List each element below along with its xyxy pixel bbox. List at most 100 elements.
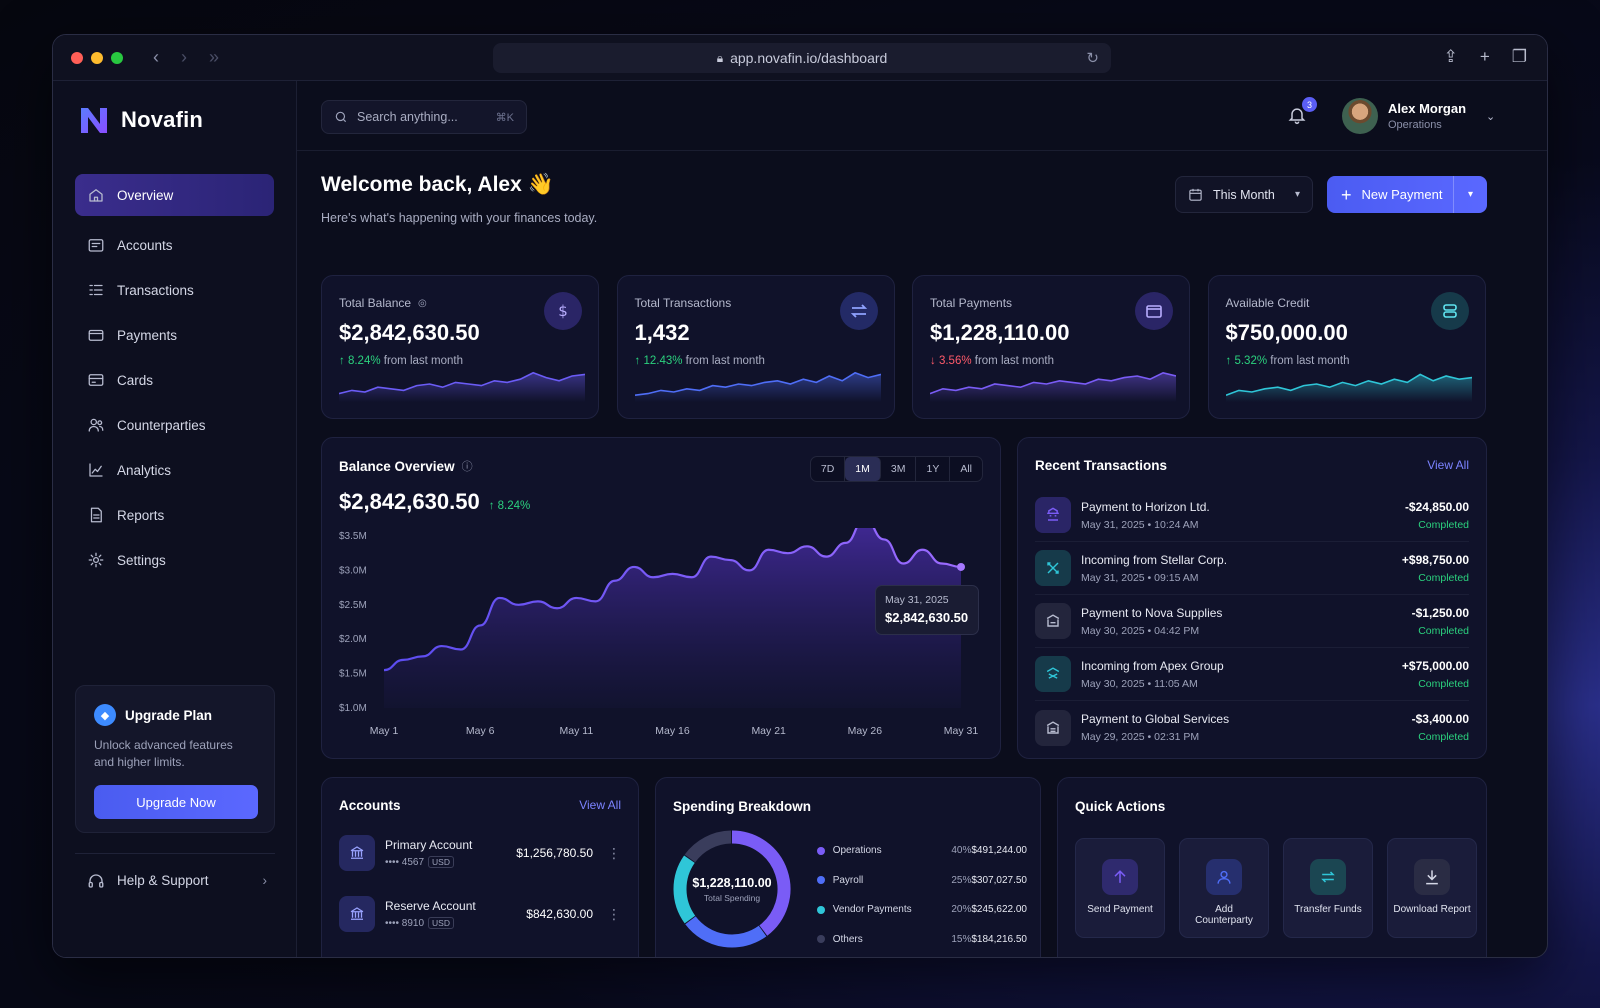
donut-slice-operations[interactable] (731, 830, 791, 936)
view-all-transactions-link[interactable]: View All (1427, 458, 1469, 472)
user-menu[interactable]: Alex Morgan Operations ⌄ (1342, 98, 1495, 134)
donut-slice-vendor-payments[interactable] (673, 855, 696, 924)
sidebar-item-label: Transactions (117, 282, 194, 298)
sidebar-item-transactions[interactable]: Transactions (75, 269, 274, 311)
data-point[interactable] (957, 562, 965, 571)
calendar-icon (1188, 187, 1203, 202)
maximize-window-button[interactable] (111, 51, 123, 64)
transaction-date: May 29, 2025 • 02:31 PM (1081, 731, 1200, 743)
sidebar-item-counterparties[interactable]: Counterparties (75, 404, 274, 446)
legend-pct: 20% (951, 904, 972, 916)
quick-action-send-payment[interactable]: Send Payment (1075, 838, 1165, 938)
balance-overview-card: Balance Overview ⓘ 7D 1M 3M 1Y All $2,842,63… (321, 437, 1001, 759)
address-bar[interactable]: 🔒︎ app.novafin.io/dashboard ↻ (493, 43, 1111, 73)
donut-slice-payroll[interactable] (685, 916, 767, 948)
stat-label: Total Balance (339, 296, 412, 310)
sidebar-item-analytics[interactable]: Analytics (75, 449, 274, 491)
legend-amount: $307,027.50 (971, 874, 1027, 886)
stat-label: Total Payments (930, 296, 1013, 310)
stat-card-total-transactions[interactable]: Total Transactions 1,432 ↑ 12.43% from l… (616, 275, 895, 419)
x-tick-label: May 11 (560, 725, 594, 737)
transaction-row[interactable]: Payment to Global Services May 29, 2025 … (1035, 701, 1469, 754)
welcome-header: Welcome back, Alex 👋 Here's what's happe… (321, 173, 597, 225)
credit-icon (1430, 292, 1469, 330)
eye-off-icon[interactable]: ◎ (418, 297, 427, 309)
account-number: •••• 4567 (385, 857, 425, 868)
sidebar-item-accounts[interactable]: Accounts (75, 224, 274, 266)
close-window-button[interactable] (71, 51, 83, 64)
transaction-row[interactable]: Incoming from Apex Group May 30, 2025 • … (1035, 648, 1469, 701)
donut-slice-others[interactable] (684, 830, 732, 863)
account-balance: $842,630.00 (526, 907, 593, 921)
transaction-row[interactable]: Payment to Nova Supplies May 30, 2025 • … (1035, 595, 1469, 648)
plus-icon: + (1341, 184, 1352, 205)
search-icon (334, 110, 348, 124)
balance-series-line (383, 528, 962, 672)
legend-pct: 25% (951, 874, 972, 886)
back-icon[interactable]: ‹ (153, 47, 159, 67)
legend-row: Vendor Payments 20% $245,622.00 (817, 895, 1027, 925)
range-3m[interactable]: 3M (881, 457, 917, 481)
minimize-window-button[interactable] (91, 51, 103, 64)
quick-action-label: Transfer Funds (1294, 904, 1362, 915)
range-all[interactable]: All (960, 463, 972, 475)
bank-icon (1035, 603, 1071, 639)
reload-icon[interactable]: ↻ (1086, 50, 1099, 67)
share-icon[interactable]: ⇪ (1443, 47, 1458, 66)
transaction-date: May 31, 2025 • 09:15 AM (1081, 571, 1199, 584)
skip-forward-icon[interactable]: » (209, 47, 220, 67)
y-tick-label: $3.5M (339, 531, 367, 542)
period-select[interactable]: This Month ▾ (1175, 176, 1313, 213)
brand-name: Novafin (121, 107, 204, 132)
legend-row: Others 15% $184,216.50 (817, 925, 1027, 955)
quick-action-add-counterparty[interactable]: Add Counterparty (1179, 838, 1269, 938)
transaction-amount: -$24,850.00 (1404, 499, 1469, 514)
stat-change-pct: 8.24% (347, 355, 381, 367)
transaction-row[interactable]: Incoming from Stellar Corp. May 31, 2025… (1035, 542, 1469, 595)
help-support-link[interactable]: Help & Support › (75, 853, 275, 907)
quick-action-transfer-funds[interactable]: Transfer Funds (1283, 838, 1373, 938)
search-input[interactable]: Search anything... ⌘K (321, 100, 527, 134)
range-1y[interactable]: 1Y (916, 457, 951, 481)
forward-icon[interactable]: › (181, 47, 187, 67)
account-row[interactable]: Reserve Account •••• 8910 USD $842,630.00… (339, 896, 621, 932)
sparkline (1225, 373, 1472, 402)
sidebar-item-label: Settings (117, 552, 166, 568)
tabs-overview-icon[interactable]: ❐ (1511, 47, 1527, 66)
more-vertical-icon[interactable]: ⋮ (607, 905, 621, 922)
new-payment-dropdown[interactable]: ▾ (1453, 176, 1487, 213)
account-row[interactable]: Primary Account •••• 4567 USD $1,256,780.… (339, 835, 621, 871)
range-7d[interactable]: 7D (811, 457, 846, 481)
transaction-row[interactable]: Payment to Horizon Ltd. May 31, 2025 • 1… (1035, 489, 1469, 542)
stat-card-total-balance[interactable]: Total Balance ◎ $2,842,630.50 ↑ 8.24% fro… (321, 275, 599, 419)
brand[interactable]: Novafin (53, 81, 296, 135)
legend-name: Payroll (832, 874, 864, 886)
notifications-button[interactable]: 3 (1287, 97, 1317, 130)
info-icon[interactable]: ⓘ (461, 461, 473, 473)
stat-card-total-payments[interactable]: Total Payments $1,228,110.00 ↓ 3.56% fro… (912, 275, 1190, 419)
quick-action-download-report[interactable]: Download Report (1387, 838, 1477, 938)
upgrade-now-button[interactable]: Upgrade Now (94, 785, 258, 819)
transfer-icon (1310, 859, 1346, 895)
more-vertical-icon[interactable]: ⋮ (607, 844, 621, 861)
gear-icon (87, 551, 105, 569)
sidebar-item-payments[interactable]: Payments (75, 314, 274, 356)
sidebar-item-cards[interactable]: Cards (75, 359, 274, 401)
stat-card-available-credit[interactable]: Available Credit $750,000.00 ↑ 5.32% fro… (1207, 275, 1486, 419)
upgrade-desc-line2: and higher limits. (94, 755, 185, 769)
novafin-logo-icon (81, 108, 107, 133)
sidebar-item-overview[interactable]: Overview (75, 174, 274, 216)
range-1m[interactable]: 1M (845, 457, 881, 481)
transaction-date: May 30, 2025 • 04:42 PM (1081, 624, 1200, 637)
account-balance: $1,256,780.50 (516, 846, 593, 860)
sidebar-item-reports[interactable]: Reports (75, 494, 274, 536)
sidebar-item-settings[interactable]: Settings (75, 539, 274, 581)
new-tab-icon[interactable]: + (1479, 47, 1490, 66)
view-all-accounts-link[interactable]: View All (579, 798, 621, 812)
trend-arrow-icon: ↑ (1225, 355, 1235, 367)
spending-donut-chart[interactable] (673, 830, 791, 948)
new-payment-button[interactable]: + New Payment ▾ (1327, 176, 1487, 213)
trend-arrow-icon: ↑ (339, 355, 348, 367)
period-label: This Month (1213, 187, 1275, 202)
